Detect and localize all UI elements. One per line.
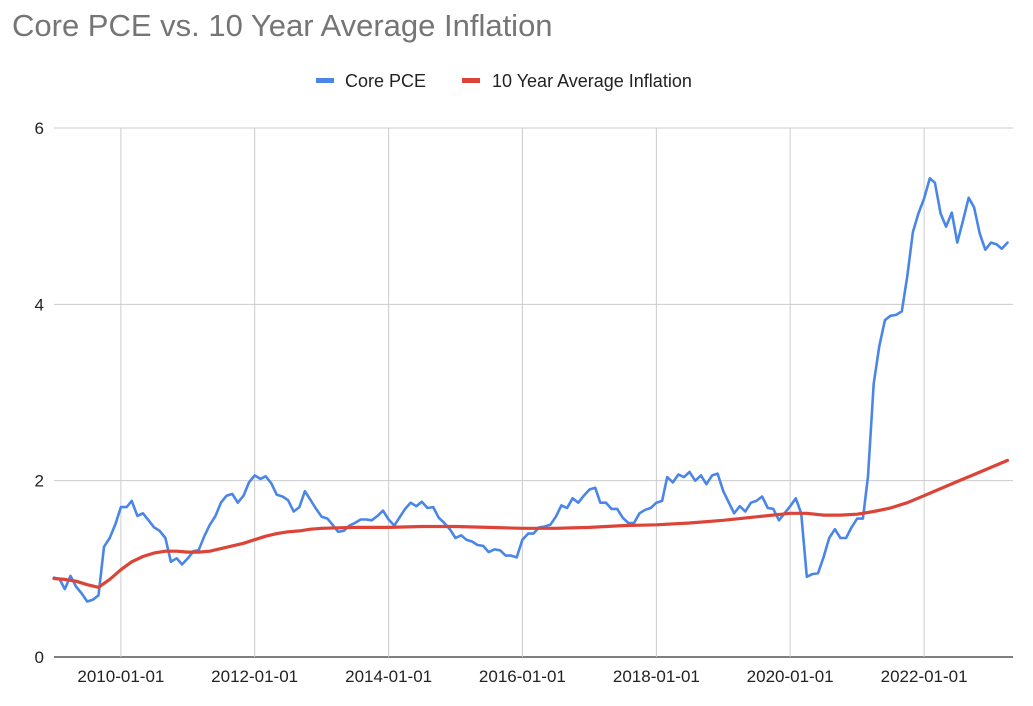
y-axis-ticks: 0 2 4 6	[35, 119, 44, 667]
legend-label-10-year-average-inflation: 10 Year Average Inflation	[492, 71, 692, 91]
y-tick-label: 6	[35, 119, 44, 138]
series-line-core-pce	[52, 177, 1009, 603]
x-tick-label: 2012-01-01	[211, 667, 298, 686]
x-tick-label: 2016-01-01	[479, 667, 566, 686]
x-tick-label: 2014-01-01	[345, 667, 432, 686]
series-line-10-year-average-inflation	[52, 458, 1010, 589]
grid-lines	[54, 127, 1013, 658]
x-tick-label: 2010-01-01	[77, 667, 164, 686]
x-tick-label: 2022-01-01	[881, 667, 968, 686]
y-tick-label: 0	[35, 648, 44, 667]
legend-label-core-pce: Core PCE	[345, 71, 426, 91]
x-tick-label: 2018-01-01	[613, 667, 700, 686]
legend: Core PCE 10 Year Average Inflation	[316, 71, 692, 91]
x-tick-label: 2020-01-01	[747, 667, 834, 686]
chart-title: Core PCE vs. 10 Year Average Inflation	[12, 8, 553, 43]
y-tick-label: 2	[35, 472, 44, 491]
series-lines	[52, 177, 1010, 603]
legend-swatch-10-year-average-inflation	[462, 78, 480, 83]
y-tick-label: 4	[35, 295, 44, 314]
legend-swatch-core-pce	[316, 78, 334, 83]
x-axis-ticks: 2010-01-01 2012-01-01 2014-01-01 2016-01-01…	[77, 667, 967, 686]
